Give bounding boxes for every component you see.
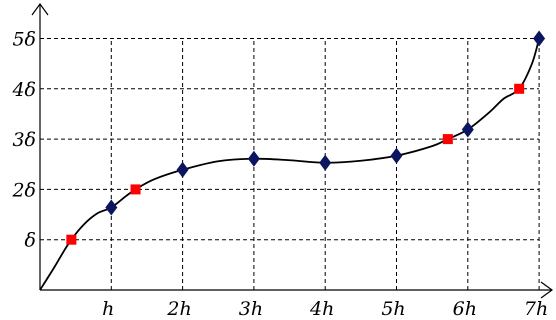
x-tick-label: 6h — [453, 298, 477, 320]
x-tick-label: 3h — [239, 298, 263, 320]
x-axis-arrow — [540, 281, 554, 299]
square-point — [514, 83, 525, 94]
diamond-point — [176, 161, 189, 178]
x-tick-label: 5h — [381, 298, 405, 320]
diamond-point — [461, 121, 474, 138]
x-tick-label: 7h — [524, 298, 548, 320]
diamond-point — [390, 147, 403, 164]
y-axis-arrow — [31, 2, 49, 16]
curve-line — [39, 38, 540, 291]
y-tick-label: 5δ — [12, 29, 36, 51]
y-tick-label: 4δ — [11, 79, 36, 101]
y-tick-label: 3δ — [12, 129, 36, 151]
diamond-point — [105, 199, 118, 216]
square-point — [442, 134, 453, 145]
x-tick-label: 2h — [166, 298, 191, 320]
y-tick-label: 2δ — [11, 179, 36, 201]
diamond-point — [319, 154, 332, 171]
square-point — [66, 234, 77, 245]
diamond-point — [247, 150, 260, 167]
y-tick-label: δ — [25, 230, 36, 252]
square-point — [130, 184, 141, 195]
diamond-point — [533, 30, 546, 47]
x-tick-label: 4h — [309, 298, 334, 320]
x-tick-label: h — [102, 298, 114, 320]
